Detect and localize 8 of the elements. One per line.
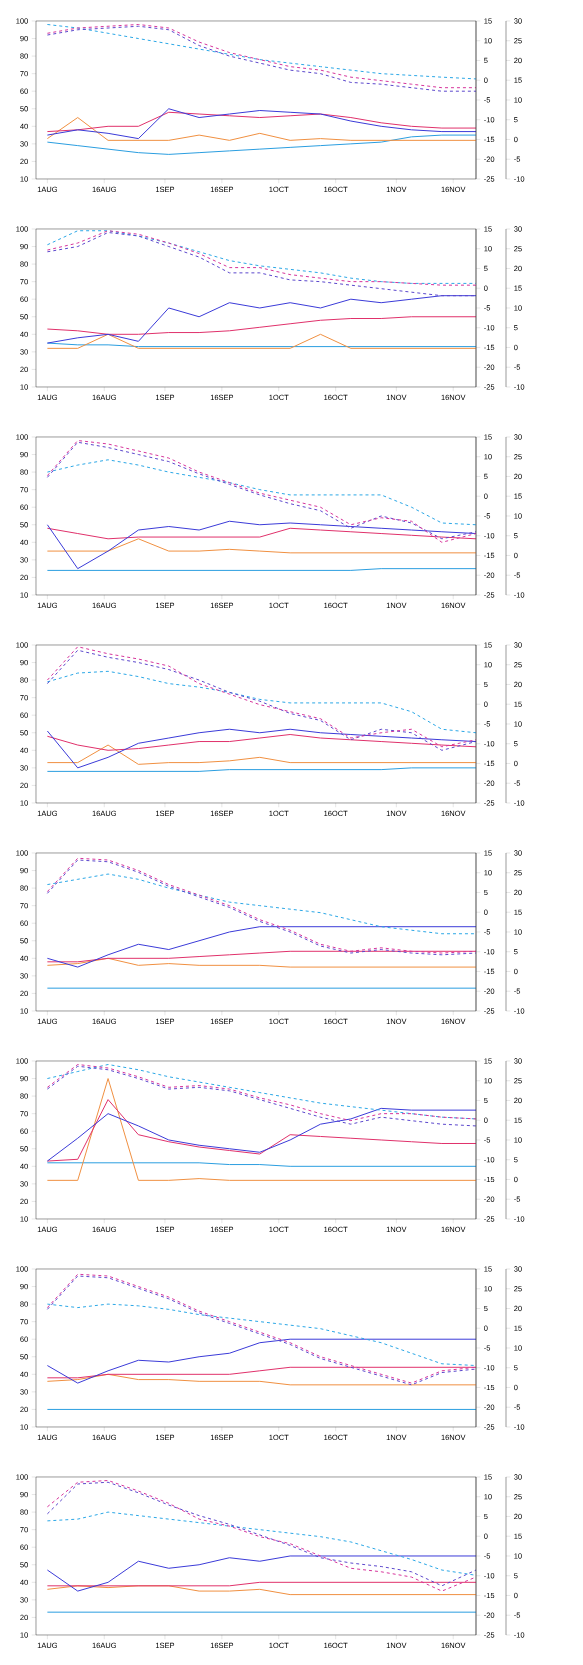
line-series — [46, 734, 477, 751]
line-series — [46, 295, 477, 344]
line-series — [46, 108, 477, 140]
line-series — [46, 231, 477, 297]
line-series — [46, 728, 477, 769]
line-series — [46, 111, 477, 133]
line-series — [46, 1303, 477, 1367]
line-series — [46, 520, 477, 570]
